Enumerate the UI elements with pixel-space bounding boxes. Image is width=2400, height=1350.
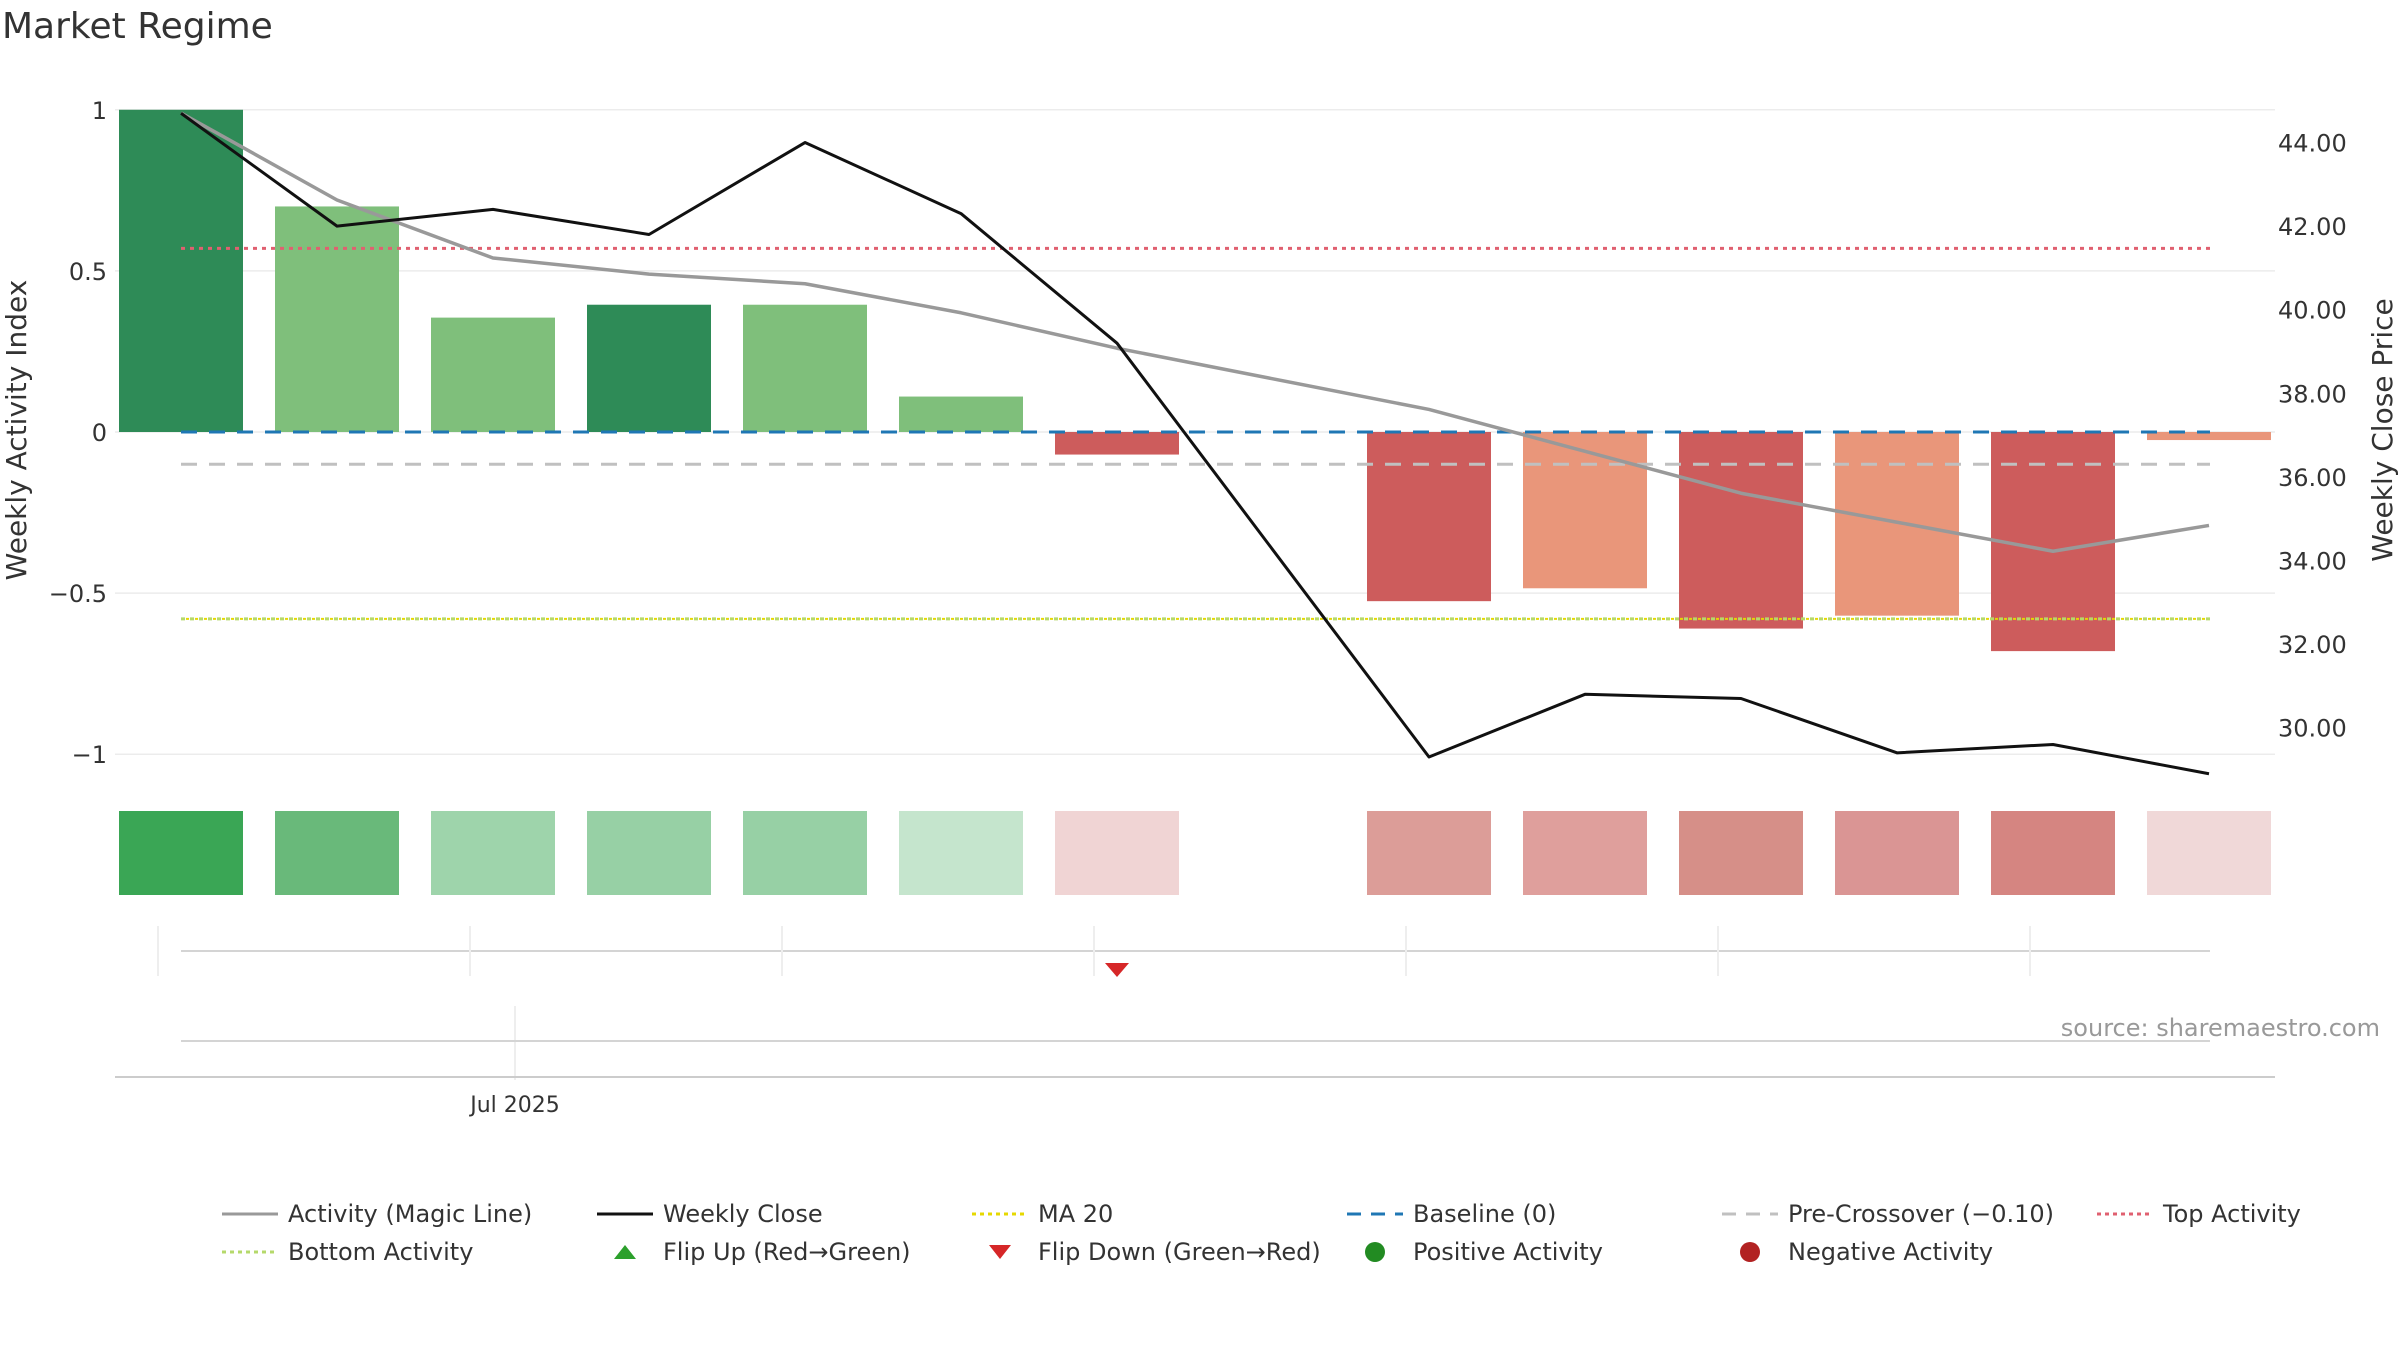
y2-tick-label: 36.00 [2278, 464, 2347, 492]
heat-cell [275, 811, 399, 895]
heat-cell [119, 811, 243, 895]
legend-item: Bottom Activity [220, 1238, 473, 1266]
legend-label: Negative Activity [1788, 1238, 1994, 1266]
legend-item: MA 20 [970, 1200, 1113, 1228]
y2-tick-label: 30.00 [2278, 715, 2347, 743]
legend-item: Pre-Crossover (−0.10) [1720, 1200, 2054, 1228]
legend-item: Baseline (0) [1345, 1200, 1556, 1228]
y2-tick-label: 44.00 [2278, 130, 2347, 158]
activity-bar [119, 109, 243, 433]
legend-swatch [1722, 1212, 1778, 1216]
heat-cell [1367, 811, 1491, 895]
y-tick-label: −0.5 [49, 580, 107, 608]
heat-cell [1055, 811, 1179, 895]
heat-cell [431, 811, 555, 895]
activity-bar [2147, 432, 2271, 441]
chart-title: Market Regime [2, 6, 273, 47]
legend-item: Positive Activity [1345, 1238, 1603, 1266]
activity-bar [1367, 432, 1491, 602]
legend-label: MA 20 [1038, 1200, 1114, 1228]
legend-label: Top Activity [2163, 1200, 2301, 1228]
legend-label: Flip Down (Green→Red) [1038, 1238, 1321, 1266]
legend-item: Top Activity [2095, 1200, 2301, 1228]
y2-axis-label: Weekly Close Price [2366, 298, 2399, 561]
legend-item: Negative Activity [1720, 1238, 1993, 1266]
legend-item: Weekly Close [595, 1200, 823, 1228]
legend: Activity (Magic Line) Weekly Close MA 20 Ba… [0, 1200, 2400, 1290]
legend-label: Flip Up (Red→Green) [663, 1238, 911, 1266]
legend-swatch [972, 1212, 1028, 1216]
legend-swatch [614, 1245, 636, 1259]
heat-cell [743, 811, 867, 895]
y2-tick-label: 32.00 [2278, 631, 2347, 659]
legend-label: Baseline (0) [1413, 1200, 1557, 1228]
legend-item: Flip Up (Red→Green) [595, 1238, 911, 1266]
x-tick-label: Jul 2025 [468, 1093, 560, 1118]
activity-bar [1055, 432, 1179, 455]
heat-cell [1835, 811, 1959, 895]
legend-swatch [2097, 1212, 2153, 1216]
legend-swatch [1365, 1242, 1385, 1262]
heat-cell [1523, 811, 1647, 895]
legend-label: Activity (Magic Line) [288, 1200, 533, 1228]
flip-down-marker [1105, 963, 1129, 977]
legend-item: Flip Down (Green→Red) [970, 1238, 1321, 1266]
legend-label: Weekly Close [663, 1200, 823, 1228]
magic-line [180, 111, 2210, 553]
source-label: source: sharemaestro.com [2060, 1014, 2380, 1042]
heat-cell [1991, 811, 2115, 895]
legend-swatch [222, 1212, 278, 1216]
y2-tick-label: 34.00 [2278, 548, 2347, 576]
legend-label: Pre-Crossover (−0.10) [1788, 1200, 2055, 1228]
heat-cell [1679, 811, 1803, 895]
legend-swatch [597, 1212, 653, 1216]
y-axis-label: Weekly Activity Index [0, 280, 33, 581]
y2-tick-label: 40.00 [2278, 297, 2347, 325]
legend-swatch [989, 1245, 1011, 1259]
activity-bar [587, 304, 711, 432]
y-tick-label: −1 [72, 741, 107, 769]
legend-label: Bottom Activity [288, 1238, 474, 1266]
legend-label: Positive Activity [1413, 1238, 1603, 1266]
y-tick-label: 1 [92, 97, 107, 125]
activity-bar [431, 317, 555, 432]
weekly-close-line [180, 112, 2210, 776]
y2-tick-label: 38.00 [2278, 380, 2347, 408]
activity-bar [1679, 432, 1803, 629]
heat-cell [899, 811, 1023, 895]
activity-bar [743, 304, 867, 432]
y-tick-label: 0.5 [69, 258, 107, 286]
legend-swatch [222, 1250, 278, 1254]
legend-swatch [1740, 1242, 1760, 1262]
y-tick-label: 0 [92, 419, 107, 447]
activity-bar [899, 396, 1023, 432]
heat-cell [587, 811, 711, 895]
legend-swatch [1347, 1212, 1403, 1216]
activity-bar [1523, 432, 1647, 589]
y2-tick-label: 42.00 [2278, 213, 2347, 241]
activity-bar [1991, 432, 2115, 652]
activity-bar [275, 206, 399, 432]
heat-cell [2147, 811, 2271, 895]
legend-item: Activity (Magic Line) [220, 1200, 532, 1228]
